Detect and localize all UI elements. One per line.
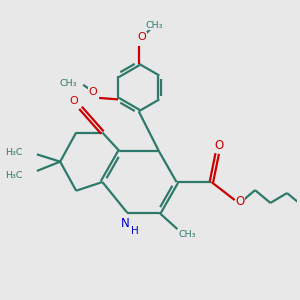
Text: CH₃: CH₃ bbox=[179, 230, 196, 239]
Text: CH₃: CH₃ bbox=[146, 21, 164, 30]
Text: O: O bbox=[214, 139, 223, 152]
Text: H: H bbox=[131, 226, 139, 236]
Text: O: O bbox=[70, 96, 79, 106]
Text: CH₃: CH₃ bbox=[60, 79, 77, 88]
Text: O: O bbox=[88, 87, 97, 97]
Text: O: O bbox=[235, 195, 244, 208]
Text: N: N bbox=[121, 217, 130, 230]
Text: H₃C: H₃C bbox=[5, 148, 23, 157]
Text: O: O bbox=[138, 32, 147, 42]
Text: H₃C: H₃C bbox=[5, 171, 23, 180]
